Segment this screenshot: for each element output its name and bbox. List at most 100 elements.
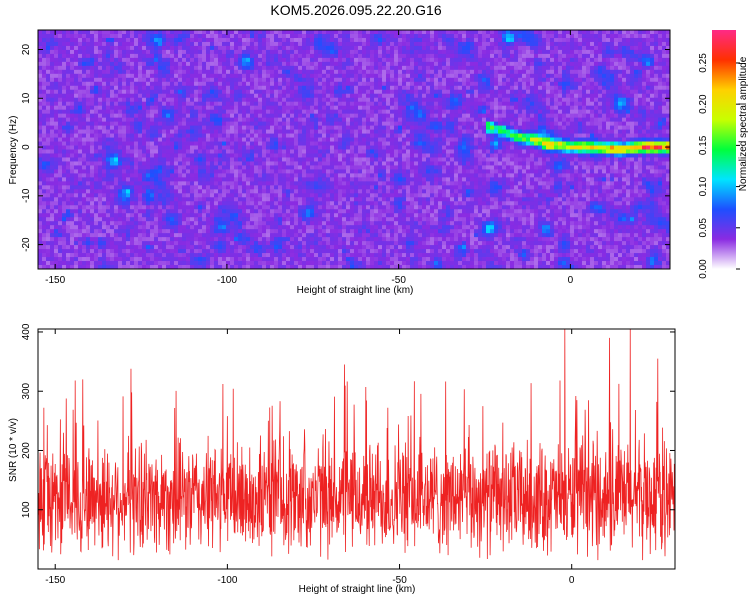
heatmap-cell [90,53,95,59]
heatmap-cell [250,105,255,111]
heatmap-cell [666,57,670,63]
heatmap-cell [514,117,519,123]
heatmap-cell [370,149,375,154]
heatmap-cell [286,49,291,55]
heatmap-cell [326,97,331,103]
heatmap-cell [502,133,507,138]
heatmap-cell [574,137,579,142]
heatmap-cell [474,93,479,99]
heatmap-cell [230,73,235,79]
heatmap-cell [310,37,315,43]
heatmap-cell [522,73,527,79]
heatmap-cell [306,97,311,103]
heatmap-cell [602,125,607,130]
heatmap-cell [322,53,327,59]
heatmap-cell [290,53,295,59]
heatmap-cell [178,77,183,83]
heatmap-cell [286,45,291,51]
heatmap-cell [586,117,591,123]
heatmap-cell [218,121,223,126]
heatmap-cell [82,149,87,154]
heatmap-cell [634,137,639,142]
heatmap-cell [514,149,519,154]
heatmap-cell [90,61,95,67]
heatmap-cell [518,41,523,47]
heatmap-cell [78,61,83,67]
heatmap-cell [206,30,211,35]
heatmap-cell [178,121,183,126]
heatmap-cell [642,69,647,75]
heatmap-cell [590,117,595,123]
heatmap-cell [442,125,447,130]
heatmap-cell [662,69,667,75]
heatmap-cell [170,65,175,71]
heatmap-cell [502,101,507,107]
heatmap-cell [574,145,579,150]
heatmap-cell [542,145,547,150]
heatmap-cell [398,149,403,154]
heatmap-cell [286,129,291,134]
heatmap-cell [414,113,419,119]
heatmap-cell [538,73,543,79]
heatmap-cell [482,105,487,111]
heatmap-cell [114,41,119,47]
heatmap-cell [66,73,71,79]
heatmap-cell [418,145,423,150]
heatmap-cell [342,133,347,138]
heatmap-cell [642,117,647,123]
heatmap-cell [426,133,431,138]
heatmap-cell [358,153,363,158]
heatmap-cell [122,153,127,158]
heatmap-cell [646,133,651,138]
heatmap-cell [446,141,451,146]
heatmap-cell [498,145,503,150]
heatmap-cell [562,145,567,150]
heatmap-cell [262,117,267,123]
heatmap-cell [534,69,539,75]
heatmap-cell [602,85,607,91]
heatmap-cell [398,109,403,115]
heatmap-cell [378,137,383,142]
heatmap-cell [226,109,231,115]
heatmap-cell [550,85,555,91]
heatmap-cell [634,73,639,79]
heatmap-cell [326,49,331,55]
heatmap-cell [230,97,235,103]
heatmap-cell [62,125,67,130]
heatmap-cell [586,65,591,71]
heatmap-cell [370,73,375,79]
heatmap-cell [282,30,287,35]
heatmap-cell [530,45,535,51]
heatmap-cell [486,65,491,71]
heatmap-cell [282,133,287,138]
heatmap-cell [586,61,591,67]
heatmap-cell [350,141,355,146]
heatmap-cell [310,117,315,123]
heatmap-cell [566,45,571,51]
heatmap-cell [422,153,427,158]
heatmap-cell [518,37,523,43]
heatmap-cell [426,97,431,103]
heatmap-cell [218,117,223,123]
heatmap-cell [474,77,479,83]
heatmap-cell [274,77,279,83]
heatmap-cell [390,153,395,158]
heatmap-cell [514,33,519,39]
heatmap-cell [194,141,199,146]
heatmap-cell [542,61,547,67]
heatmap-cell [450,49,455,55]
heatmap-cell [406,73,411,79]
heatmap-cell [286,105,291,111]
heatmap-cell [282,65,287,71]
heatmap-cell [482,113,487,119]
heatmap-cell [58,121,63,126]
heatmap-cell [310,41,315,47]
heatmap-cell [550,33,555,39]
heatmap-cell [582,97,587,103]
heatmap-cell [154,89,159,95]
heatmap-cell [490,81,495,87]
heatmap-cell [546,113,551,119]
heatmap-cell [430,37,435,43]
heatmap-cell [574,133,579,138]
heatmap-cell [286,41,291,47]
